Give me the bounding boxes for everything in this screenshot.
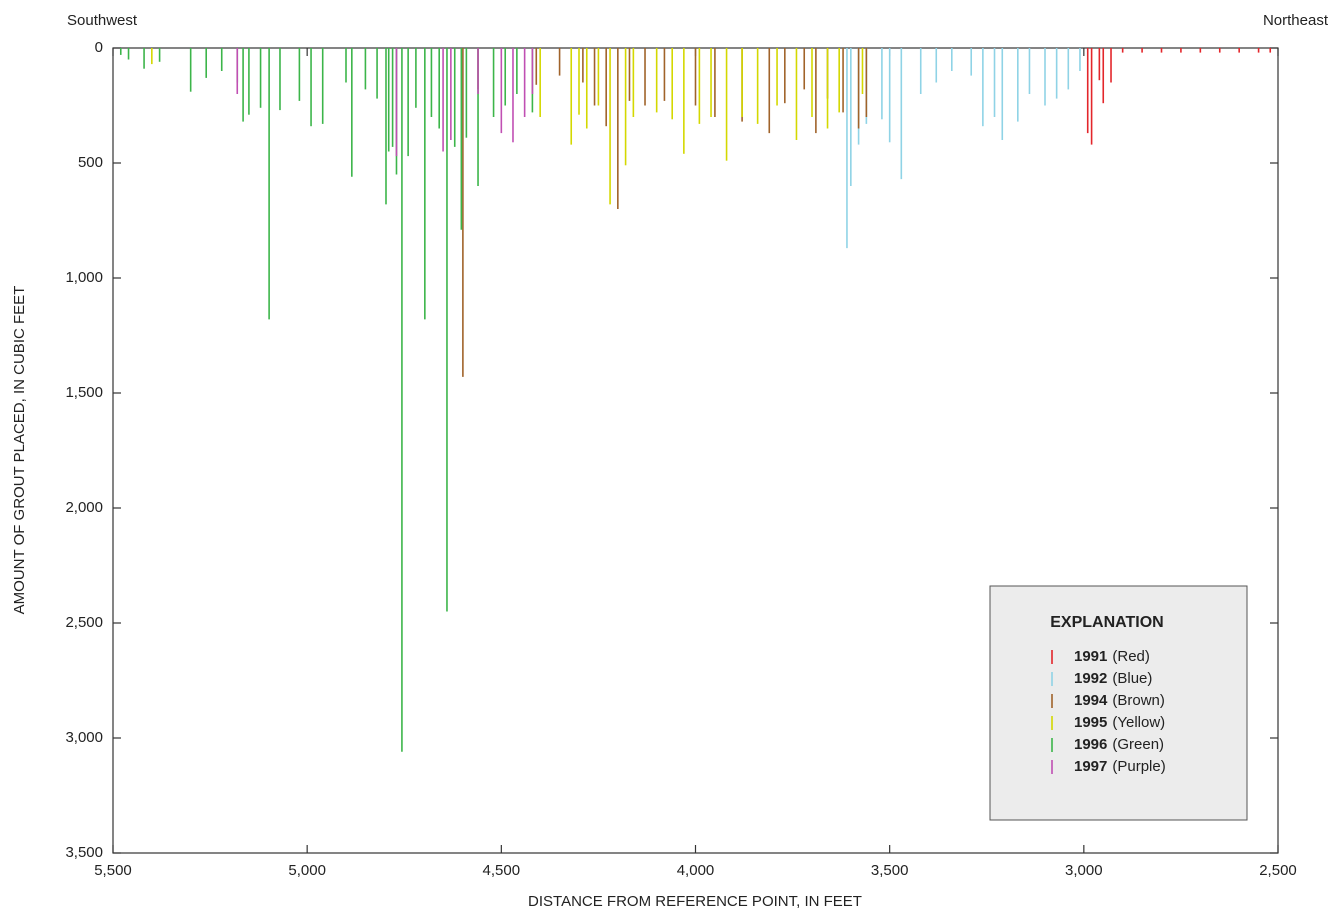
legend-title: EXPLANATION: [1050, 614, 1163, 631]
legend-year: 1991: [1074, 648, 1107, 665]
legend-year: 1992: [1074, 670, 1107, 687]
y-tick-label: 3,000: [65, 729, 103, 746]
x-tick-label: 3,500: [871, 862, 909, 879]
x-tick-label: 4,500: [483, 862, 521, 879]
annotation-right: Northeast: [1263, 12, 1329, 29]
x-tick-label: 2,500: [1259, 862, 1297, 879]
legend-label: 1991 (Red): [1074, 648, 1150, 665]
x-tick-label: 4,000: [677, 862, 715, 879]
legend-year: 1997: [1074, 758, 1107, 775]
x-tick-label: 3,000: [1065, 862, 1103, 879]
y-tick-label: 2,500: [65, 614, 103, 631]
y-tick-label: 500: [78, 154, 103, 171]
legend-color-name: (Yellow): [1112, 714, 1165, 731]
annotation-left: Southwest: [67, 12, 138, 29]
legend-color-name: (Brown): [1112, 692, 1165, 709]
y-tick-label: 1,500: [65, 384, 103, 401]
legend-label: 1996 (Green): [1074, 736, 1164, 753]
y-tick-label: 0: [95, 39, 103, 56]
x-tick-label: 5,000: [288, 862, 326, 879]
x-axis-title: DISTANCE FROM REFERENCE POINT, IN FEET: [528, 893, 862, 910]
legend-label: 1992 (Blue): [1074, 670, 1152, 687]
legend-year: 1996: [1074, 736, 1107, 753]
y-axis-title: AMOUNT OF GROUT PLACED, IN CUBIC FEET: [11, 286, 28, 615]
y-tick-label: 2,000: [65, 499, 103, 516]
legend-label: 1994 (Brown): [1074, 692, 1165, 709]
legend-label: 1997 (Purple): [1074, 758, 1166, 775]
legend-label: 1995 (Yellow): [1074, 714, 1165, 731]
legend-color-name: (Blue): [1112, 670, 1152, 687]
legend-box: [989, 585, 1248, 821]
y-tick-label: 3,500: [65, 844, 103, 861]
x-tick-label: 5,500: [94, 862, 132, 879]
legend-color-name: (Purple): [1112, 758, 1165, 775]
legend-color-name: (Green): [1112, 736, 1164, 753]
legend-year: 1994: [1074, 692, 1108, 709]
legend-color-name: (Red): [1112, 648, 1150, 665]
legend-year: 1995: [1074, 714, 1107, 731]
y-tick-label: 1,000: [65, 269, 103, 286]
